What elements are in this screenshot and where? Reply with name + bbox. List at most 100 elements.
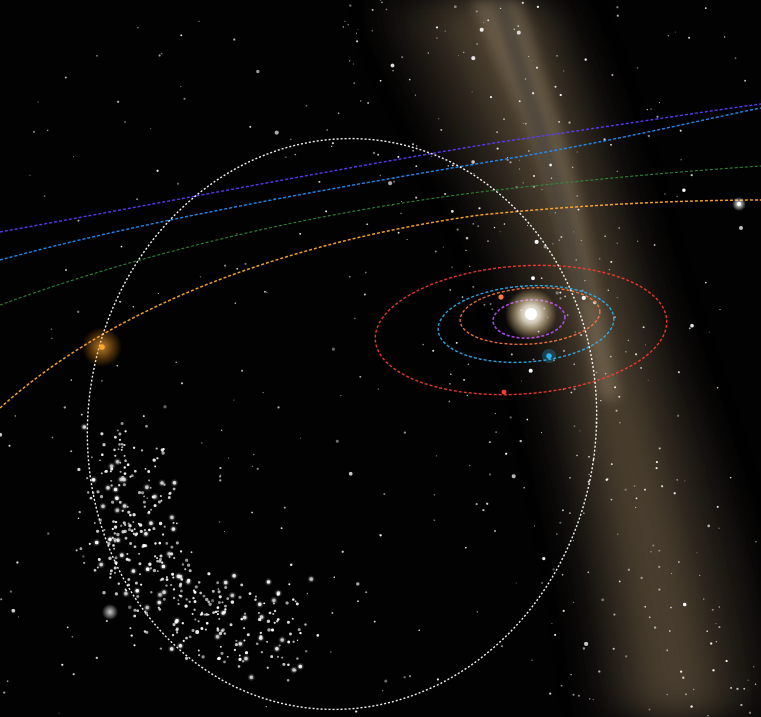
star — [613, 613, 616, 616]
asteroid — [94, 540, 99, 545]
asteroid — [172, 481, 177, 485]
star — [658, 549, 661, 552]
asteroid — [263, 602, 266, 605]
star — [477, 225, 479, 227]
star — [259, 631, 262, 635]
star — [401, 56, 404, 59]
asteroid — [113, 487, 118, 492]
star — [666, 649, 669, 652]
asteroid — [115, 496, 119, 501]
star — [50, 328, 53, 331]
asteroid — [171, 527, 176, 531]
asteroid — [275, 647, 279, 651]
asteroid — [133, 614, 137, 618]
star — [577, 694, 580, 697]
star — [256, 69, 260, 74]
asteroid — [167, 496, 171, 499]
star — [412, 150, 414, 152]
star — [82, 555, 85, 558]
star — [364, 271, 367, 274]
asteroid — [260, 651, 264, 654]
asteroid — [131, 569, 136, 573]
asteroid — [99, 562, 103, 567]
asteroid — [180, 589, 183, 593]
asteroid — [115, 508, 120, 513]
asteroid — [244, 651, 249, 655]
asteroid — [121, 446, 124, 449]
star — [180, 85, 182, 88]
star — [581, 295, 586, 300]
asteroid — [151, 495, 155, 499]
star — [357, 600, 359, 603]
star — [559, 93, 562, 97]
star — [500, 645, 504, 648]
star — [688, 36, 691, 39]
star — [64, 268, 68, 272]
star — [451, 164, 454, 167]
asteroid — [200, 627, 204, 630]
asteroid — [114, 592, 119, 596]
star — [667, 35, 670, 37]
asteroid — [120, 448, 123, 451]
asteroid — [223, 632, 227, 635]
asteroid — [226, 655, 229, 658]
star — [573, 231, 575, 233]
asteroid — [187, 563, 191, 567]
star — [356, 582, 360, 586]
star — [465, 236, 469, 240]
asteroid — [162, 590, 166, 594]
asteroid — [178, 644, 183, 648]
asteroid — [230, 600, 235, 604]
star — [393, 180, 396, 183]
star — [559, 291, 562, 294]
star — [711, 608, 714, 611]
star — [463, 378, 466, 381]
asteroid — [168, 556, 171, 558]
star — [540, 432, 543, 434]
asteroid — [114, 556, 118, 560]
star — [608, 268, 611, 271]
sun-marker — [525, 308, 537, 320]
asteroid — [288, 583, 291, 586]
star — [494, 530, 496, 532]
earth-orbit — [437, 284, 615, 364]
asteroid — [285, 601, 289, 605]
star — [534, 239, 539, 244]
milky-way-dust-lane — [495, 0, 590, 302]
asteroid — [135, 589, 139, 593]
asteroid — [158, 521, 163, 526]
asteroid — [257, 617, 262, 622]
asteroid — [150, 591, 153, 594]
asteroid — [257, 611, 260, 614]
star — [47, 532, 50, 535]
star — [29, 174, 31, 176]
star — [455, 341, 458, 344]
star — [489, 303, 492, 305]
asteroid — [128, 524, 132, 528]
star — [66, 626, 69, 629]
star — [491, 308, 494, 310]
star — [8, 444, 11, 447]
asteroid — [188, 635, 192, 639]
star — [294, 600, 297, 603]
star — [526, 418, 529, 421]
star — [612, 647, 615, 650]
star — [542, 557, 546, 561]
star — [549, 692, 552, 695]
asteroid — [124, 430, 127, 433]
asteroid — [113, 566, 117, 570]
asteroid — [224, 586, 228, 589]
star — [289, 563, 293, 566]
star — [616, 14, 619, 17]
asteroid — [120, 442, 124, 446]
star — [51, 436, 54, 439]
asteroid — [223, 660, 226, 664]
asteroid — [147, 470, 151, 473]
star — [627, 339, 630, 342]
star — [379, 79, 382, 82]
star — [175, 361, 177, 364]
star — [348, 275, 351, 278]
star — [436, 37, 438, 39]
